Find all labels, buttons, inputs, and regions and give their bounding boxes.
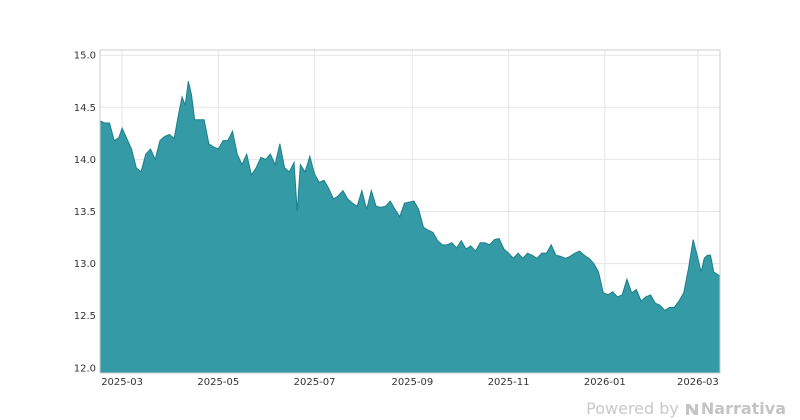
x-tick-label: 2025-11 xyxy=(488,377,530,388)
watermark-brand-name: Narrativa xyxy=(700,399,786,418)
x-tick-label: 2025-05 xyxy=(197,377,239,388)
y-tick-label: 13.5 xyxy=(74,207,96,218)
y-tick-label: 12.0 xyxy=(74,363,96,374)
narrativa-logo-icon xyxy=(685,403,698,415)
plot-border xyxy=(99,49,721,374)
y-tick-label: 12.5 xyxy=(74,311,96,322)
x-tick-label: 2025-07 xyxy=(294,377,336,388)
x-tick-label: 2026-01 xyxy=(584,377,626,388)
watermark-brand: Narrativa xyxy=(685,399,786,418)
watermark-prefix: Powered by xyxy=(586,399,679,418)
watermark: Powered by Narrativa xyxy=(586,399,786,418)
x-tick-label: 2025-03 xyxy=(101,377,143,388)
y-tick-label: 14.5 xyxy=(74,103,96,114)
y-tick-label: 15.0 xyxy=(74,51,96,62)
y-axis: 12.0 12.5 13.0 13.5 14.0 14.5 15.0 xyxy=(74,51,96,375)
y-tick-label: 14.0 xyxy=(74,155,96,166)
series-line xyxy=(99,81,721,312)
x-axis: 2025-03 2025-05 2025-07 2025-09 2025-11 2026-… xyxy=(101,377,719,388)
chart: 12.012.513.013.514.014.515.0 2025-03 2025… xyxy=(74,49,721,388)
x-tick-label: 2025-09 xyxy=(391,377,433,388)
series-area xyxy=(100,81,720,373)
x-tick-label: 2026-03 xyxy=(677,377,719,388)
y-tick-label: 13.0 xyxy=(74,259,96,270)
